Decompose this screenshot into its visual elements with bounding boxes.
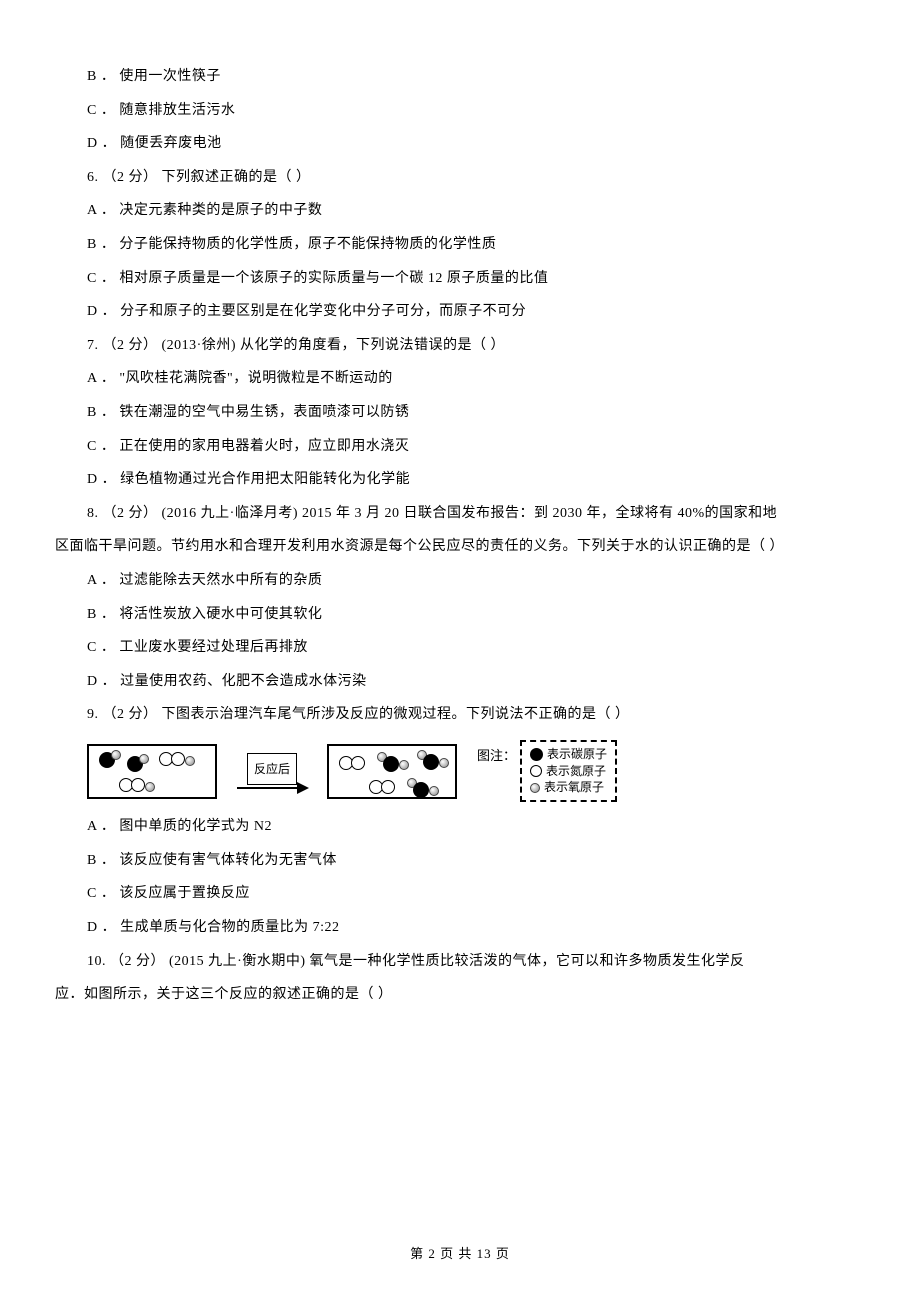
q9-figure: 反应后 图注： 表示碳原子 (87, 740, 865, 802)
q6-option-c: C ． 相对原子质量是一个该原子的实际质量与一个碳 12 原子质量的比值 (55, 262, 865, 296)
q10-stem-line1: 10. （2 分） (2015 九上·衡水期中) 氧气是一种化学性质比较活泼的气… (55, 945, 865, 979)
q8-option-a: A ． 过滤能除去天然水中所有的杂质 (55, 564, 865, 598)
q6-stem: 6. （2 分） 下列叙述正确的是（ ） (55, 161, 865, 195)
q8-option-d: D ． 过量使用农药、化肥不会造成水体污染 (55, 665, 865, 699)
legend-title: 图注： (477, 740, 516, 771)
reactants-box (87, 744, 217, 799)
q10-stem-line2: 应．如图所示，关于这三个反应的叙述正确的是（ ） (55, 978, 865, 1012)
q5-option-d: D ． 随便丢弃废电池 (55, 127, 865, 161)
q6-option-b: B ． 分子能保持物质的化学性质，原子不能保持物质的化学性质 (55, 228, 865, 262)
legend-nitrogen-text: 表示氮原子 (546, 763, 606, 780)
q7-option-b: B ． 铁在潮湿的空气中易生锈，表面喷漆可以防锈 (55, 396, 865, 430)
q7-option-c: C ． 正在使用的家用电器着火时，应立即用水浇灭 (55, 430, 865, 464)
legend-box: 表示碳原子 表示氮原子 表示氧原子 (520, 740, 617, 802)
reaction-arrow: 反应后 (237, 753, 307, 790)
q7-option-d: D ． 绿色植物通过光合作用把太阳能转化为化学能 (55, 463, 865, 497)
products-box (327, 744, 457, 799)
q5-option-c: C ． 随意排放生活污水 (55, 94, 865, 128)
q8-stem-line1: 8. （2 分） (2016 九上·临泽月考) 2015 年 3 月 20 日联… (55, 497, 865, 531)
q9-option-b: B ． 该反应使有害气体转化为无害气体 (55, 844, 865, 878)
q9-option-c: C ． 该反应属于置换反应 (55, 877, 865, 911)
q7-stem: 7. （2 分） (2013·徐州) 从化学的角度看，下列说法错误的是（ ） (55, 329, 865, 363)
q6-option-a: A ． 决定元素种类的是原子的中子数 (55, 194, 865, 228)
q7-option-a: A ． "风吹桂花满院香"，说明微粒是不断运动的 (55, 362, 865, 396)
q9-stem: 9. （2 分） 下图表示治理汽车尾气所涉及反应的微观过程。下列说法不正确的是（… (55, 698, 865, 732)
q5-option-b: B ． 使用一次性筷子 (55, 60, 865, 94)
legend-oxygen-text: 表示氧原子 (544, 779, 604, 796)
nitrogen-atom-icon (530, 765, 542, 777)
q6-option-d: D ． 分子和原子的主要区别是在化学变化中分子可分，而原子不可分 (55, 295, 865, 329)
q9-option-d: D ． 生成单质与化合物的质量比为 7:22 (55, 911, 865, 945)
arrow-label: 反应后 (247, 753, 297, 786)
q8-option-b: B ． 将活性炭放入硬水中可使其软化 (55, 598, 865, 632)
legend-carbon-text: 表示碳原子 (547, 746, 607, 763)
oxygen-atom-icon (530, 783, 540, 793)
q8-option-c: C ． 工业废水要经过处理后再排放 (55, 631, 865, 665)
document-content: B ． 使用一次性筷子 C ． 随意排放生活污水 D ． 随便丢弃废电池 6. … (55, 60, 865, 1012)
q8-stem-line2: 区面临干旱问题。节约用水和合理开发利用水资源是每个公民应尽的责任的义务。下列关于… (55, 530, 865, 564)
page-footer: 第 2 页 共 13 页 (0, 1243, 920, 1262)
carbon-atom-icon (530, 748, 543, 761)
q9-option-a: A ． 图中单质的化学式为 N2 (55, 810, 865, 844)
